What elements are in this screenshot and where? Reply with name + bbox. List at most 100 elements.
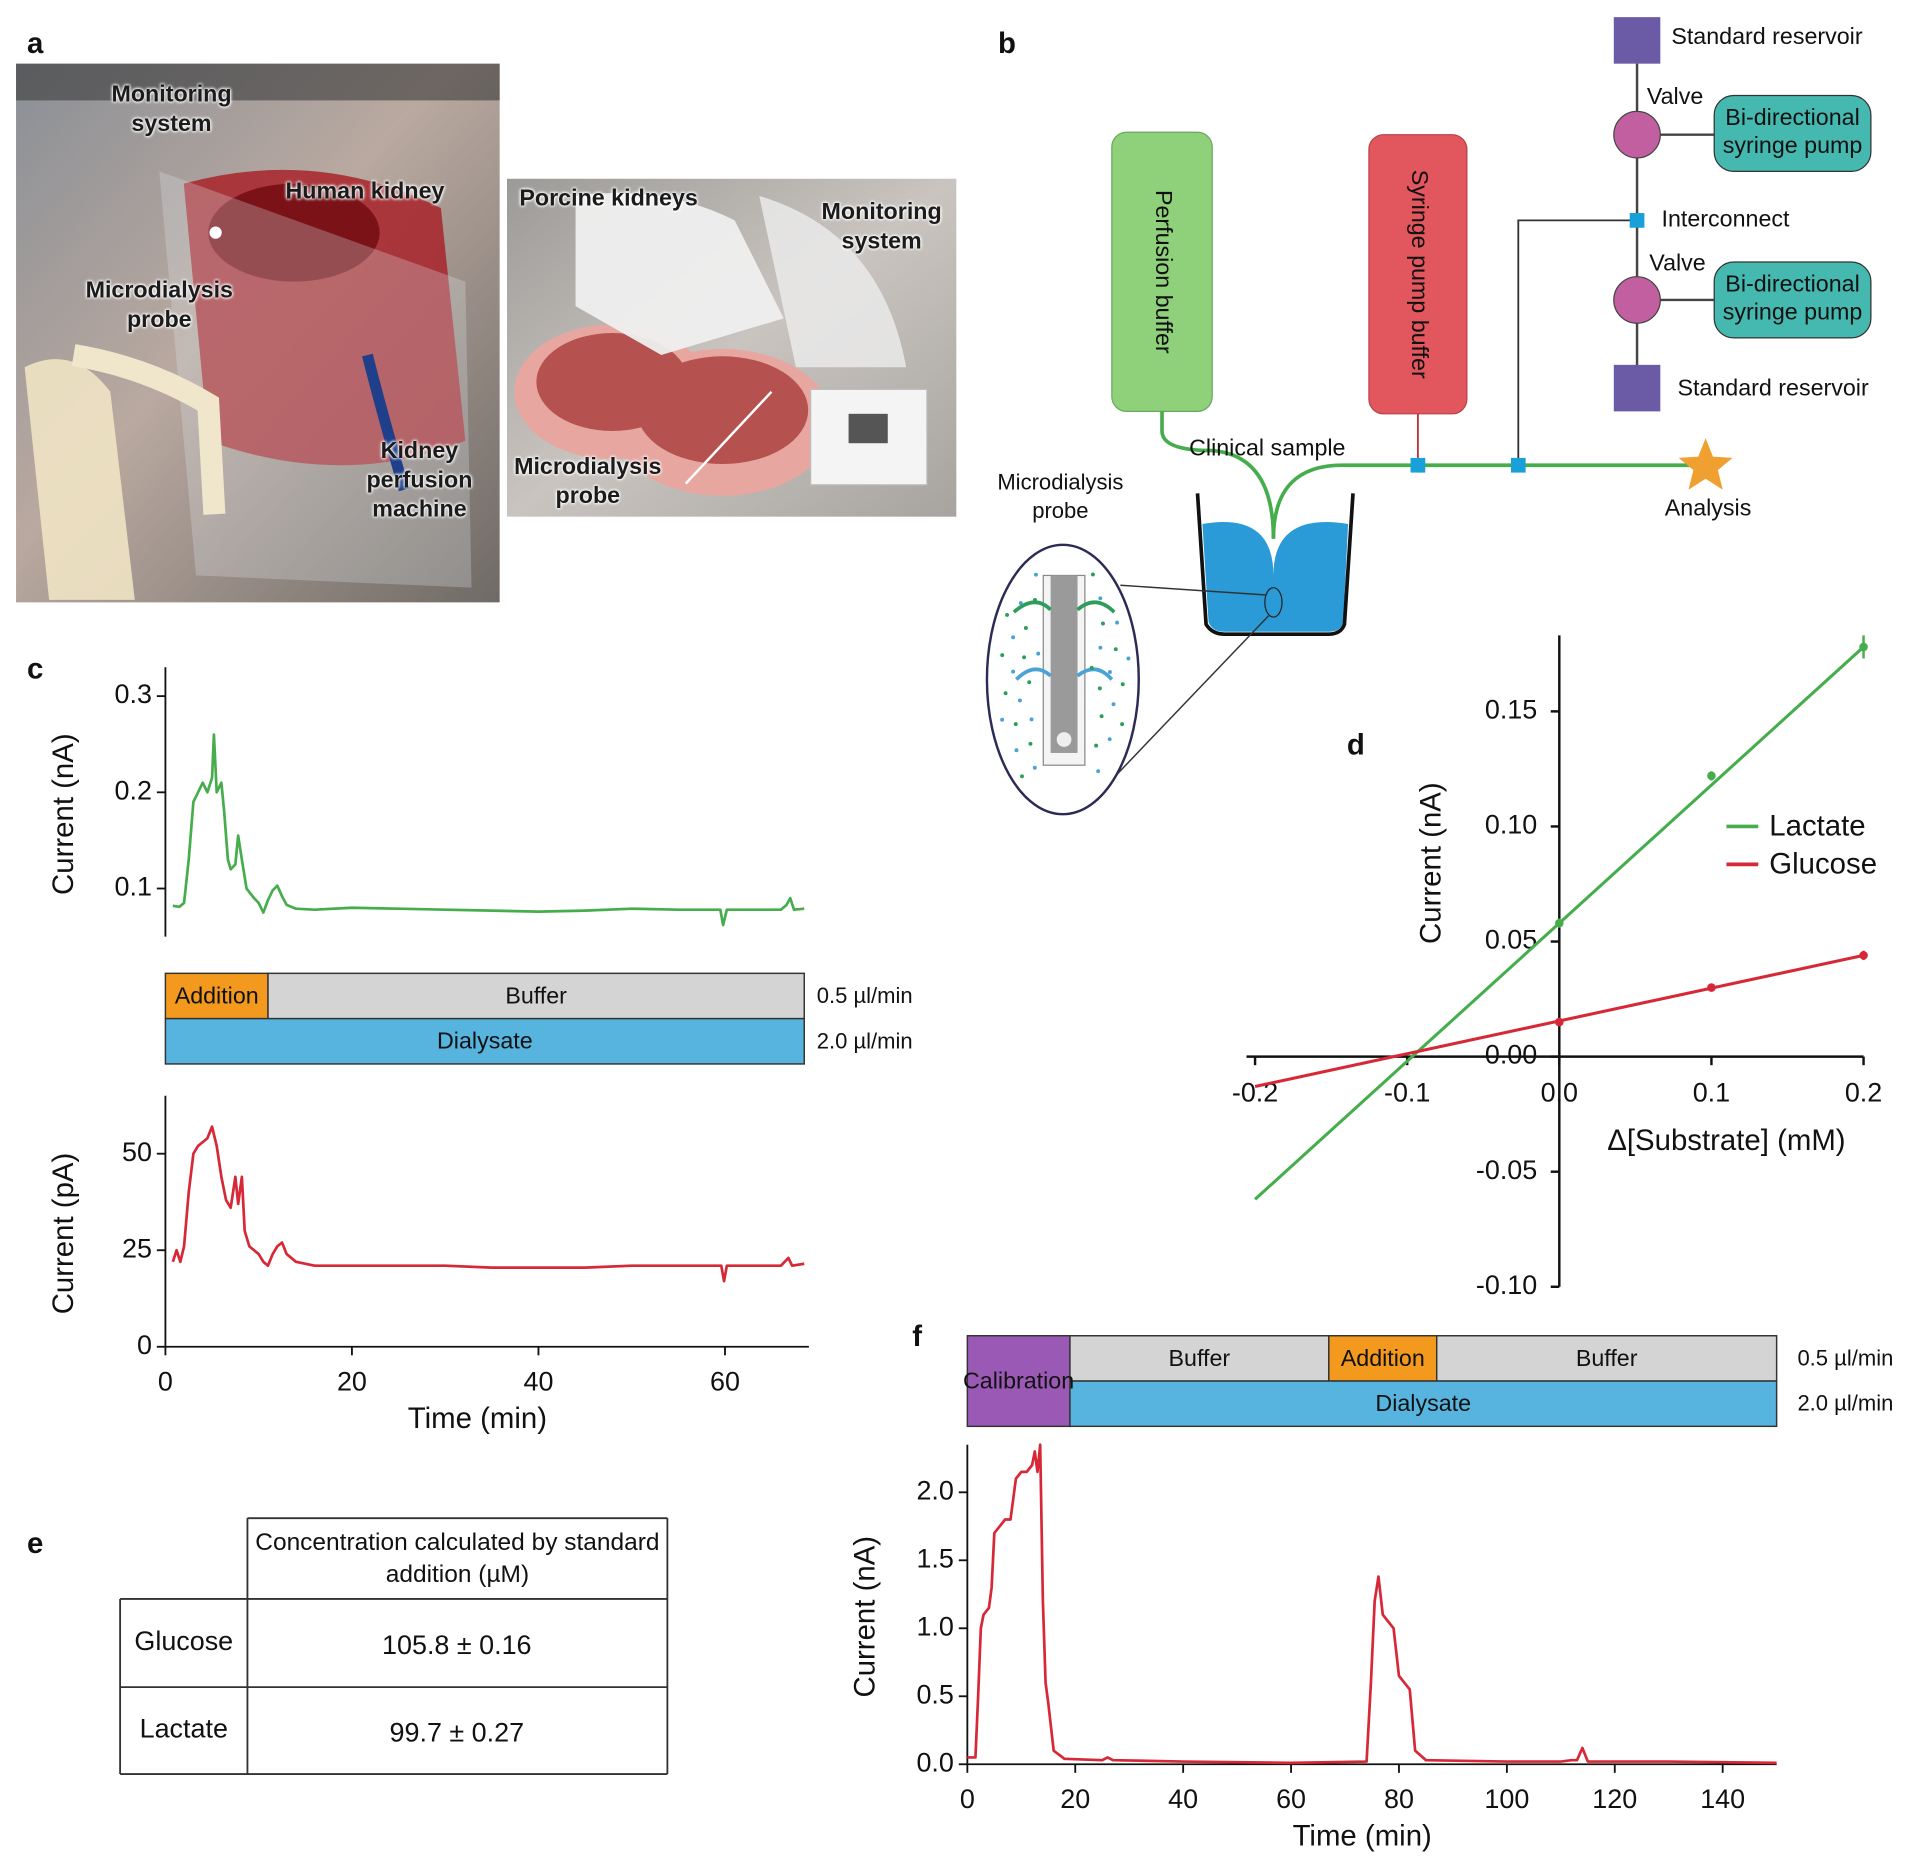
x-tick-label: 140 [1700, 1784, 1745, 1814]
diagram-label: Standard reservoir [1671, 23, 1863, 49]
panel-label: b [998, 27, 1016, 60]
photo-label: Porcine kidneys [519, 186, 698, 212]
diagram-shapes [985, 17, 1872, 816]
table-cell: 105.8 ± 0.16 [382, 1630, 532, 1660]
y-axis-label: Current (nA) [47, 733, 80, 895]
legend-label: Lactate [1769, 809, 1865, 842]
x-axis-label: Δ[Substrate] (mM) [1607, 1124, 1845, 1157]
diagram-label: Standard reservoir [1677, 374, 1869, 400]
flow-rate: 2.0 µl/min [817, 1028, 913, 1053]
y-axis-label: Current (nA) [1414, 782, 1447, 944]
y-tick-label: 0.10 [1485, 810, 1537, 840]
timeline-segment-label: Dialysate [1375, 1390, 1471, 1416]
photo-label: Microdialysis probe [85, 278, 233, 334]
timeline-segment-label: Addition [1341, 1345, 1425, 1371]
table-cell: 99.7 ± 0.27 [390, 1717, 525, 1747]
table-header-box: Concentration calculated by standard add… [255, 1529, 660, 1588]
photo-label: Monitoring system [821, 199, 942, 255]
flow-rate: 2.0 µl/min [1797, 1391, 1893, 1416]
x-tick-label: 60 [710, 1367, 740, 1397]
x-axis-label: Time (min) [408, 1402, 547, 1435]
y-axis-label: Current (pA) [47, 1153, 80, 1315]
y-tick-label: 0.15 [1485, 694, 1537, 724]
legend-label: Glucose [1769, 847, 1877, 880]
diagram-label: Perfusion buffer [1151, 190, 1177, 354]
y-tick-label: 25 [122, 1233, 152, 1263]
diagram-label-box: Bi-directional syringe pump [1722, 105, 1863, 160]
data-point [1859, 951, 1868, 960]
x-tick-label: 120 [1592, 1784, 1637, 1814]
panel-label: f [912, 1320, 922, 1353]
x-tick-label: 20 [337, 1367, 367, 1397]
x-axis-label: Time (min) [1293, 1819, 1432, 1852]
x-tick-label: 40 [1168, 1784, 1198, 1814]
panel-label: c [27, 653, 43, 686]
y-tick-label: 2.0 [916, 1475, 953, 1505]
y-tick-label: 0 [137, 1330, 152, 1360]
y-tick-label: 1.0 [916, 1611, 953, 1641]
x-tick-label: 0 [158, 1367, 173, 1397]
photo-label-box: Human kidney [285, 178, 445, 205]
data-point [1555, 1017, 1564, 1027]
diagram-label-box: Microdialysis probe [997, 469, 1124, 523]
photo-label-box: Microdialysis probe [514, 454, 662, 510]
x-tick-label: 60 [1276, 1784, 1306, 1814]
table-header: Concentration calculated by standard add… [255, 1529, 660, 1588]
timeline-segment [164, 972, 269, 1020]
timeline-span [966, 1335, 1071, 1428]
photo-label: Monitoring system [111, 82, 232, 138]
timeline-segment [1069, 1380, 1778, 1428]
diagram-label: Bi-directional syringe pump [1722, 105, 1863, 160]
data-point [1707, 771, 1716, 781]
y-tick-label: -0.10 [1476, 1270, 1537, 1300]
photo-label-box: Monitoring system [821, 199, 942, 255]
flow-rate: 0.5 µl/min [817, 983, 913, 1008]
diagram-label: Microdialysis probe [997, 469, 1124, 523]
photo-label: Human kidney [285, 178, 445, 205]
trace [172, 733, 805, 927]
y-tick-label: 0.5 [916, 1679, 953, 1709]
timeline-segment-label: Buffer [1169, 1345, 1231, 1371]
photo-label-box: Porcine kidneys [519, 186, 698, 212]
panel-label: e [27, 1527, 43, 1560]
trace [967, 1443, 1777, 1765]
y-tick-label: 0.0 [916, 1747, 953, 1777]
photo-label-box: Kidney perfusion machine [366, 438, 473, 523]
x-tick-label: 20 [1060, 1784, 1090, 1814]
x-tick-label: 0 [960, 1784, 975, 1814]
timeline-segment [164, 1017, 805, 1065]
table-grid [119, 1517, 669, 1775]
timeline-segment-label: Dialysate [437, 1028, 533, 1054]
photo-porcine-kidneys [506, 178, 957, 517]
diagram-label: Analysis [1665, 494, 1752, 520]
diagram-label: Clinical sample [1189, 434, 1345, 460]
y-tick-label: 0.3 [115, 679, 152, 709]
x-tick-label: 0.2 [1845, 1078, 1882, 1108]
photo-label-box: Microdialysis probe [85, 278, 233, 334]
x-tick-label: 80 [1384, 1784, 1414, 1814]
y-tick-label: 0.1 [115, 872, 152, 902]
timeline-segment-label: Addition [175, 982, 259, 1008]
photo-label-box: Monitoring system [111, 82, 232, 138]
photo-label: Microdialysis probe [514, 454, 662, 510]
data-point [1707, 983, 1716, 992]
diagram-label: Syringe pump buffer [1407, 170, 1433, 379]
x-tick-label: 0.1 [1693, 1078, 1730, 1108]
data-point [1859, 642, 1868, 652]
diagram-label: Interconnect [1662, 206, 1790, 232]
timeline-segment [1435, 1335, 1778, 1382]
table-row-label: Glucose [134, 1626, 233, 1656]
panel-label: a [27, 27, 44, 60]
panel-label: d [1347, 729, 1365, 762]
timeline-segment-label: Buffer [1576, 1345, 1638, 1371]
photo-label: Kidney perfusion machine [366, 438, 473, 523]
photo-human-kidney [16, 63, 500, 603]
table-row-label: Lactate [140, 1714, 228, 1744]
x-tick-label: 100 [1484, 1784, 1529, 1814]
y-tick-label: 0.00 [1485, 1040, 1537, 1070]
diagram-label: Valve [1647, 83, 1703, 109]
timeline-segment-label: Buffer [505, 982, 567, 1008]
y-tick-label: 0.2 [115, 775, 152, 805]
